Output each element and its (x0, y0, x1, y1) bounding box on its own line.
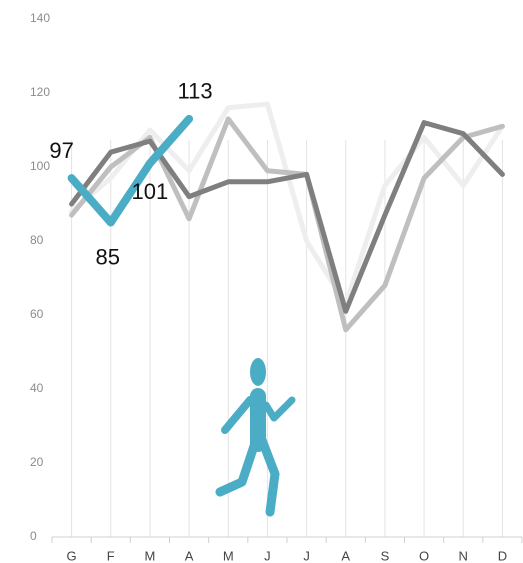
y-tick-label: 0 (30, 529, 37, 543)
x-tick-label: J (264, 548, 271, 563)
y-tick-label: 140 (30, 11, 50, 25)
x-tick-label: J (303, 548, 310, 563)
x-tick-label: O (419, 548, 429, 563)
data-label: 85 (96, 244, 120, 269)
y-tick-label: 40 (30, 381, 44, 395)
y-tick-label: 80 (30, 233, 44, 247)
x-tick-label: A (185, 548, 194, 563)
y-tick-label: 20 (30, 455, 44, 469)
line-series (67, 114, 194, 227)
data-label: 97 (49, 138, 73, 163)
line-series (69, 120, 505, 314)
x-tick-label: M (144, 548, 155, 563)
x-tick-label: S (381, 548, 390, 563)
y-tick-label: 60 (30, 307, 44, 321)
x-tick-label: G (67, 548, 77, 563)
data-label: 113 (178, 79, 213, 104)
x-tick-label: F (107, 548, 115, 563)
runner-icon (215, 358, 296, 517)
x-tick-label: N (459, 548, 468, 563)
x-tick-label: M (223, 548, 234, 563)
y-tick-label: 100 (30, 159, 50, 173)
data-label: 101 (132, 179, 169, 204)
x-tick-label: A (341, 548, 350, 563)
x-tick-label: D (498, 548, 507, 563)
y-tick-label: 120 (30, 85, 50, 99)
